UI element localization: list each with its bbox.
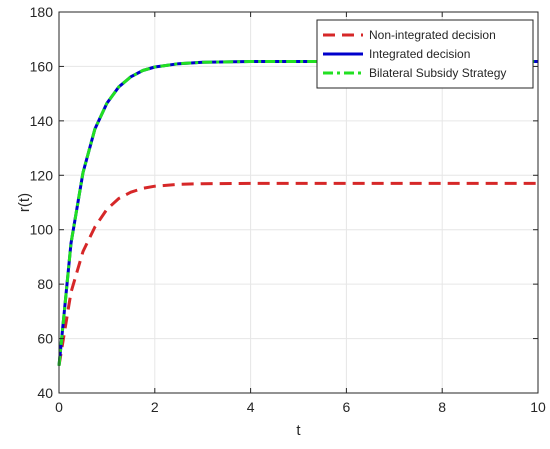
y-tick-label: 40 [37,385,53,401]
y-tick-label: 160 [30,58,54,74]
x-tick-label: 0 [55,399,63,415]
y-tick-label: 100 [30,222,54,238]
x-tick-label: 4 [247,399,255,415]
y-tick-label: 80 [37,276,53,292]
legend: Non-integrated decision Integrated decisi… [316,19,534,89]
y-tick-label: 60 [37,331,53,347]
x-tick-label: 6 [343,399,351,415]
series-line [57,60,538,366]
legend-label: Non-integrated decision [369,28,496,42]
y-tick-label: 120 [30,167,54,183]
x-tick-label: 2 [151,399,159,415]
y-tick-label: 140 [30,113,54,129]
axis-ticks: 0 2 4 6 8 10 40 60 80 100 120 140 160 180 [30,4,546,415]
series-line [57,60,538,366]
legend-label: Integrated decision [369,47,470,61]
y-axis-label: r(t) [16,193,33,212]
legend-label: Bilateral Subsidy Strategy [369,66,506,80]
series-line [57,181,538,367]
plot-frame [58,11,539,394]
x-tick-label: 10 [530,399,546,415]
x-axis-label: t [296,422,301,439]
plot-lines [57,60,538,367]
x-tick-label: 8 [438,399,446,415]
y-tick-label: 180 [30,4,54,20]
